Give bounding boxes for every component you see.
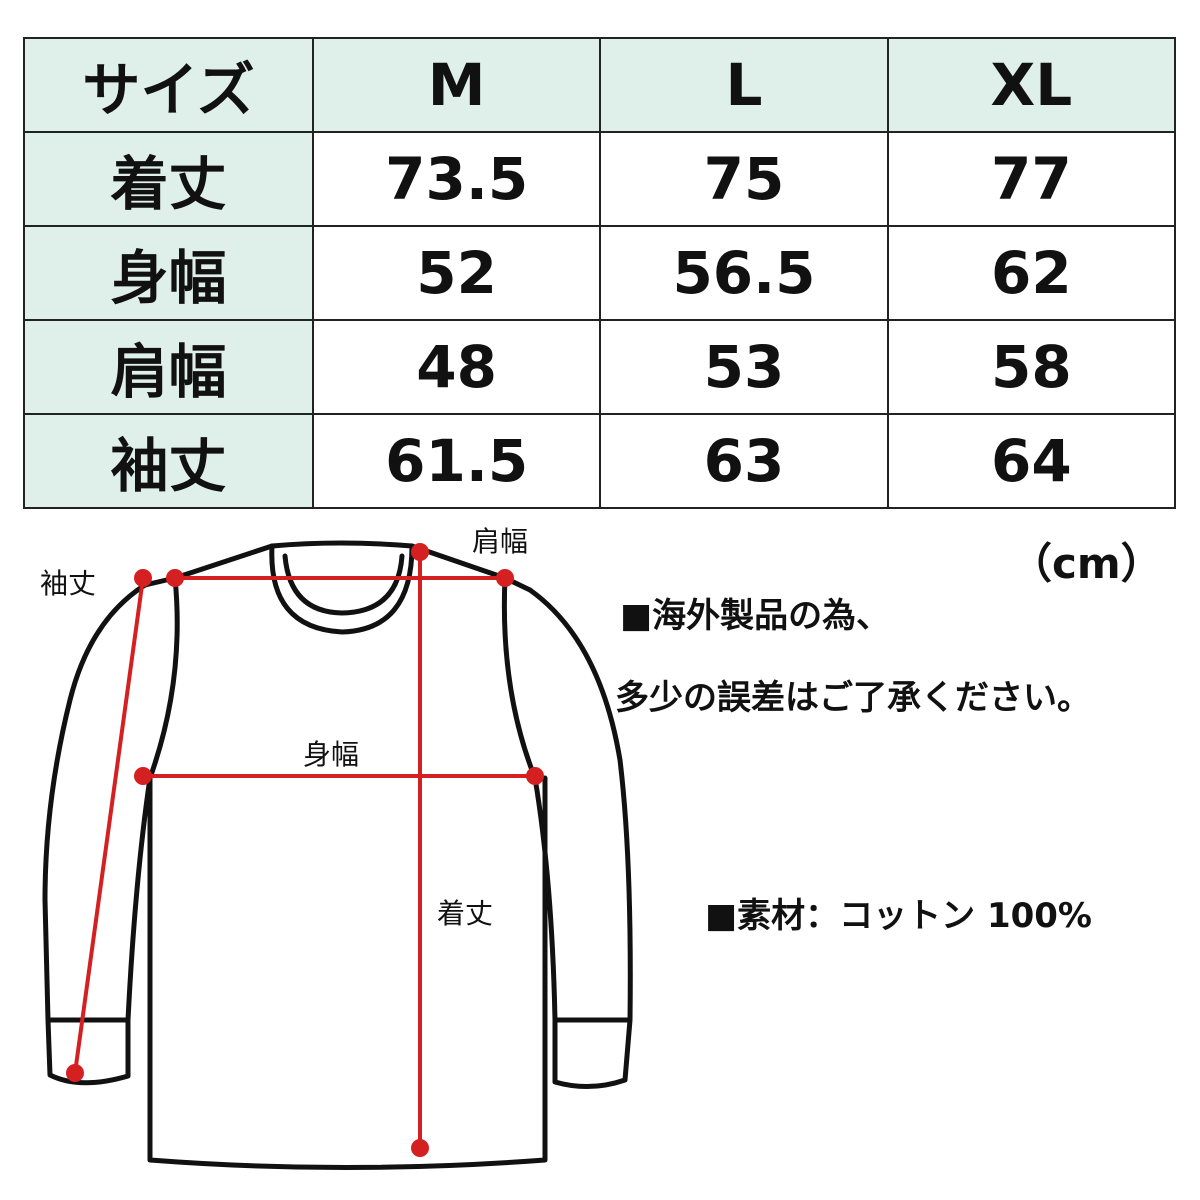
table-cell: 73.5 [311,131,602,227]
table-cell: 53 [599,319,889,415]
table-cell: 48 [311,319,602,415]
table-row: 袖丈 61.5 63 64 [23,413,1177,509]
measure-point [496,569,514,587]
measure-point [526,767,544,785]
length-label: 着丈 [437,897,494,930]
size-table: サイズ M L XL 着丈 73.5 75 77 身幅 52 56.5 62 肩… [23,37,1177,509]
unit-label: （cm） [1010,539,1163,588]
table-cell: 63 [599,413,889,509]
shirt-outline [42,540,633,1170]
table-header-row: サイズ M L XL [23,37,1177,133]
note-tolerance: 多少の誤差はご了承ください。 [615,678,1091,718]
header-cell: XL [886,37,1177,133]
table-row: 着丈 73.5 75 77 [23,131,1177,227]
chest-label: 身幅 [303,738,360,771]
sleeve-label: 袖丈 [40,567,97,600]
measure-point [166,569,184,587]
header-cell: サイズ [23,37,314,133]
measure-point [411,1139,429,1157]
header-cell: M [311,37,602,133]
table-cell: 58 [886,319,1177,415]
row-label: 身幅 [23,225,314,321]
shoulder-label: 肩幅 [472,525,529,558]
table-cell: 61.5 [311,413,602,509]
measure-point [66,1064,84,1082]
table-row: 肩幅 48 53 58 [23,319,1177,415]
table-row: 身幅 52 56.5 62 [23,225,1177,321]
measure-point [134,767,152,785]
header-cell: L [599,37,889,133]
measurement-lines [66,543,544,1157]
row-label: 肩幅 [23,319,314,415]
table-cell: 77 [886,131,1177,227]
row-label: 袖丈 [23,413,314,509]
note-material: ■素材：コットン 100% [705,896,1092,936]
table-cell: 52 [311,225,602,321]
measure-point [411,543,429,561]
sleeve-line [73,577,145,1074]
measure-point [134,569,152,587]
row-label: 着丈 [23,131,314,227]
table-cell: 75 [599,131,889,227]
table-cell: 64 [886,413,1177,509]
note-overseas: ■海外製品の為、 [620,596,891,636]
table-cell: 56.5 [599,225,889,321]
table-cell: 62 [886,225,1177,321]
